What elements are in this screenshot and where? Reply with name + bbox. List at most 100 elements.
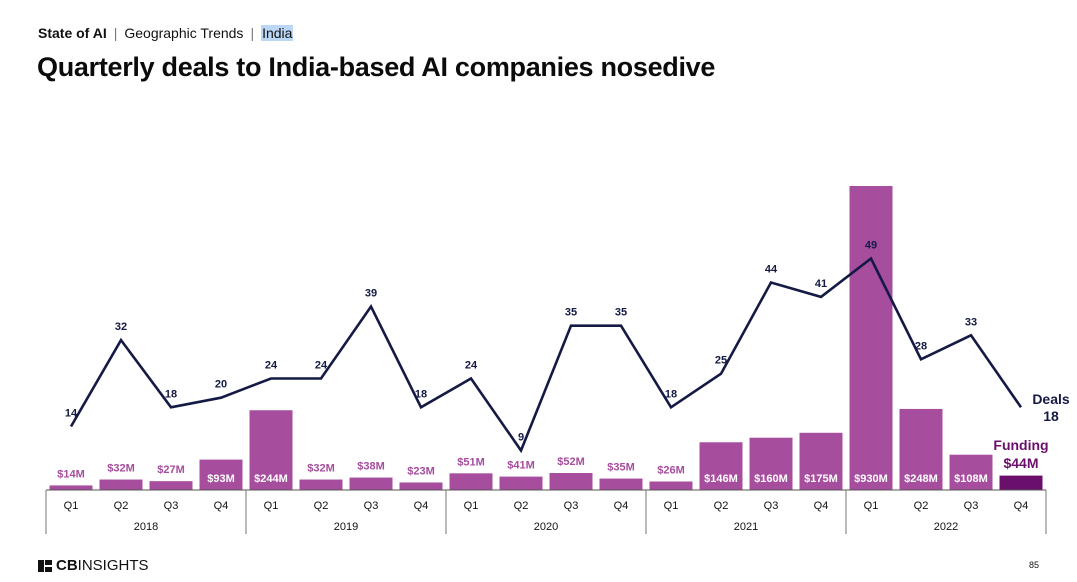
x-tick-label: Q2 — [914, 500, 929, 512]
funding-bar — [699, 442, 743, 490]
funding-label: $51M — [457, 456, 485, 468]
deals-line — [69, 256, 1023, 454]
funding-bar — [799, 432, 843, 490]
x-tick-label: Q2 — [314, 500, 329, 512]
deals-label: 20 — [215, 379, 227, 391]
funding-label: $930M — [854, 473, 888, 485]
deals-label: 35 — [565, 307, 577, 319]
x-tick-label: Q4 — [1014, 500, 1029, 512]
funding-label: $52M — [557, 456, 585, 468]
deals-label: 41 — [815, 278, 827, 290]
breadcrumb: State of AI | Geographic Trends | India — [38, 25, 294, 41]
funding-bar — [49, 485, 93, 490]
breadcrumb-section: State of AI — [38, 25, 107, 41]
funding-label: $23M — [407, 465, 435, 477]
funding-bar — [199, 459, 243, 490]
year-label: 2020 — [534, 521, 558, 533]
deals-label: 28 — [915, 340, 927, 352]
breadcrumb-region: India — [261, 25, 294, 41]
funding-bar — [299, 479, 343, 490]
deals-label: 18 — [165, 388, 177, 400]
x-tick-label: Q1 — [264, 500, 279, 512]
funding-bar — [949, 454, 993, 490]
funding-label: $27M — [157, 464, 185, 476]
x-tick-label: Q1 — [664, 500, 679, 512]
funding-label: $108M — [954, 473, 988, 485]
x-tick-label: Q3 — [364, 500, 379, 512]
deals-label: 24 — [465, 360, 478, 372]
x-tick-label: Q4 — [614, 500, 629, 512]
deals-label: 39 — [365, 288, 377, 300]
deals-series-label: Deals — [1032, 391, 1070, 407]
x-tick-label: Q3 — [764, 500, 779, 512]
funding-bar — [349, 477, 393, 490]
funding-label: $160M — [754, 473, 788, 485]
x-tick-label: Q3 — [964, 500, 979, 512]
deals-latest-value: 18 — [1043, 408, 1059, 424]
logo-text-rest: INSIGHTS — [77, 557, 149, 574]
funding-label: $175M — [804, 473, 838, 485]
funding-label: $244M — [254, 473, 288, 485]
x-tick-label: Q4 — [814, 500, 829, 512]
funding-label: $26M — [657, 465, 685, 477]
breadcrumb-separator: | — [250, 25, 255, 41]
funding-label: $41M — [507, 460, 535, 472]
x-tick-label: Q4 — [414, 500, 429, 512]
cb-insights-logo: CBINSIGHTS — [38, 557, 149, 574]
funding-label: $32M — [107, 463, 135, 475]
year-label: 2021 — [734, 521, 758, 533]
deals-label: 18 — [415, 388, 427, 400]
deals-label: 24 — [315, 360, 328, 372]
page-title: Quarterly deals to India-based AI compan… — [37, 52, 716, 82]
x-tick-label: Q2 — [114, 500, 129, 512]
x-tick-label: Q2 — [714, 500, 729, 512]
breadcrumb-topic: Geographic Trends — [124, 25, 244, 41]
deals-label: 32 — [115, 321, 127, 333]
x-tick-label: Q1 — [64, 500, 79, 512]
year-label: 2019 — [334, 521, 358, 533]
funding-bar — [749, 437, 793, 490]
deals-label: 44 — [765, 264, 778, 276]
year-label: 2018 — [134, 521, 158, 533]
funding-series-label: Funding — [993, 437, 1048, 453]
funding-bar — [849, 186, 893, 490]
deals-label: 35 — [615, 307, 627, 319]
funding-label: $146M — [704, 473, 738, 485]
funding-latest-value: $44M — [1003, 455, 1038, 471]
x-tick-label: Q4 — [214, 500, 229, 512]
page-number: 85 — [1028, 560, 1039, 570]
funding-bar — [599, 478, 643, 490]
x-tick-label: Q1 — [864, 500, 879, 512]
deals-label: 33 — [965, 316, 977, 328]
x-tick-label: Q1 — [464, 500, 479, 512]
x-tick-label: Q2 — [514, 500, 529, 512]
funding-bar — [399, 482, 443, 490]
funding-bar — [99, 479, 143, 490]
funding-bar — [449, 473, 493, 490]
cb-logo-icon — [38, 559, 52, 572]
funding-label: $93M — [207, 473, 235, 485]
deals-label: 14 — [65, 408, 78, 420]
deals-label: 24 — [265, 360, 278, 372]
breadcrumb-separator: | — [113, 25, 118, 41]
x-tick-label: Q3 — [164, 500, 179, 512]
deals-label: 18 — [665, 388, 677, 400]
deals-label: 9 — [518, 432, 524, 444]
funding-bar — [149, 481, 193, 490]
x-tick-label: Q3 — [564, 500, 579, 512]
funding-label: $35M — [607, 462, 635, 474]
funding-bar — [549, 473, 593, 490]
funding-bar — [499, 476, 543, 490]
funding-label: $32M — [307, 463, 335, 475]
funding-bar — [249, 410, 293, 490]
logo-text-bold: CB — [56, 557, 78, 574]
deals-label: 25 — [715, 355, 727, 367]
deals-label: 49 — [865, 240, 877, 252]
funding-bar — [899, 408, 943, 490]
funding-label: $14M — [57, 468, 85, 480]
funding-bar — [999, 475, 1043, 490]
year-label: 2022 — [934, 521, 958, 533]
funding-label: $248M — [904, 473, 938, 485]
funding-bar — [649, 481, 693, 490]
